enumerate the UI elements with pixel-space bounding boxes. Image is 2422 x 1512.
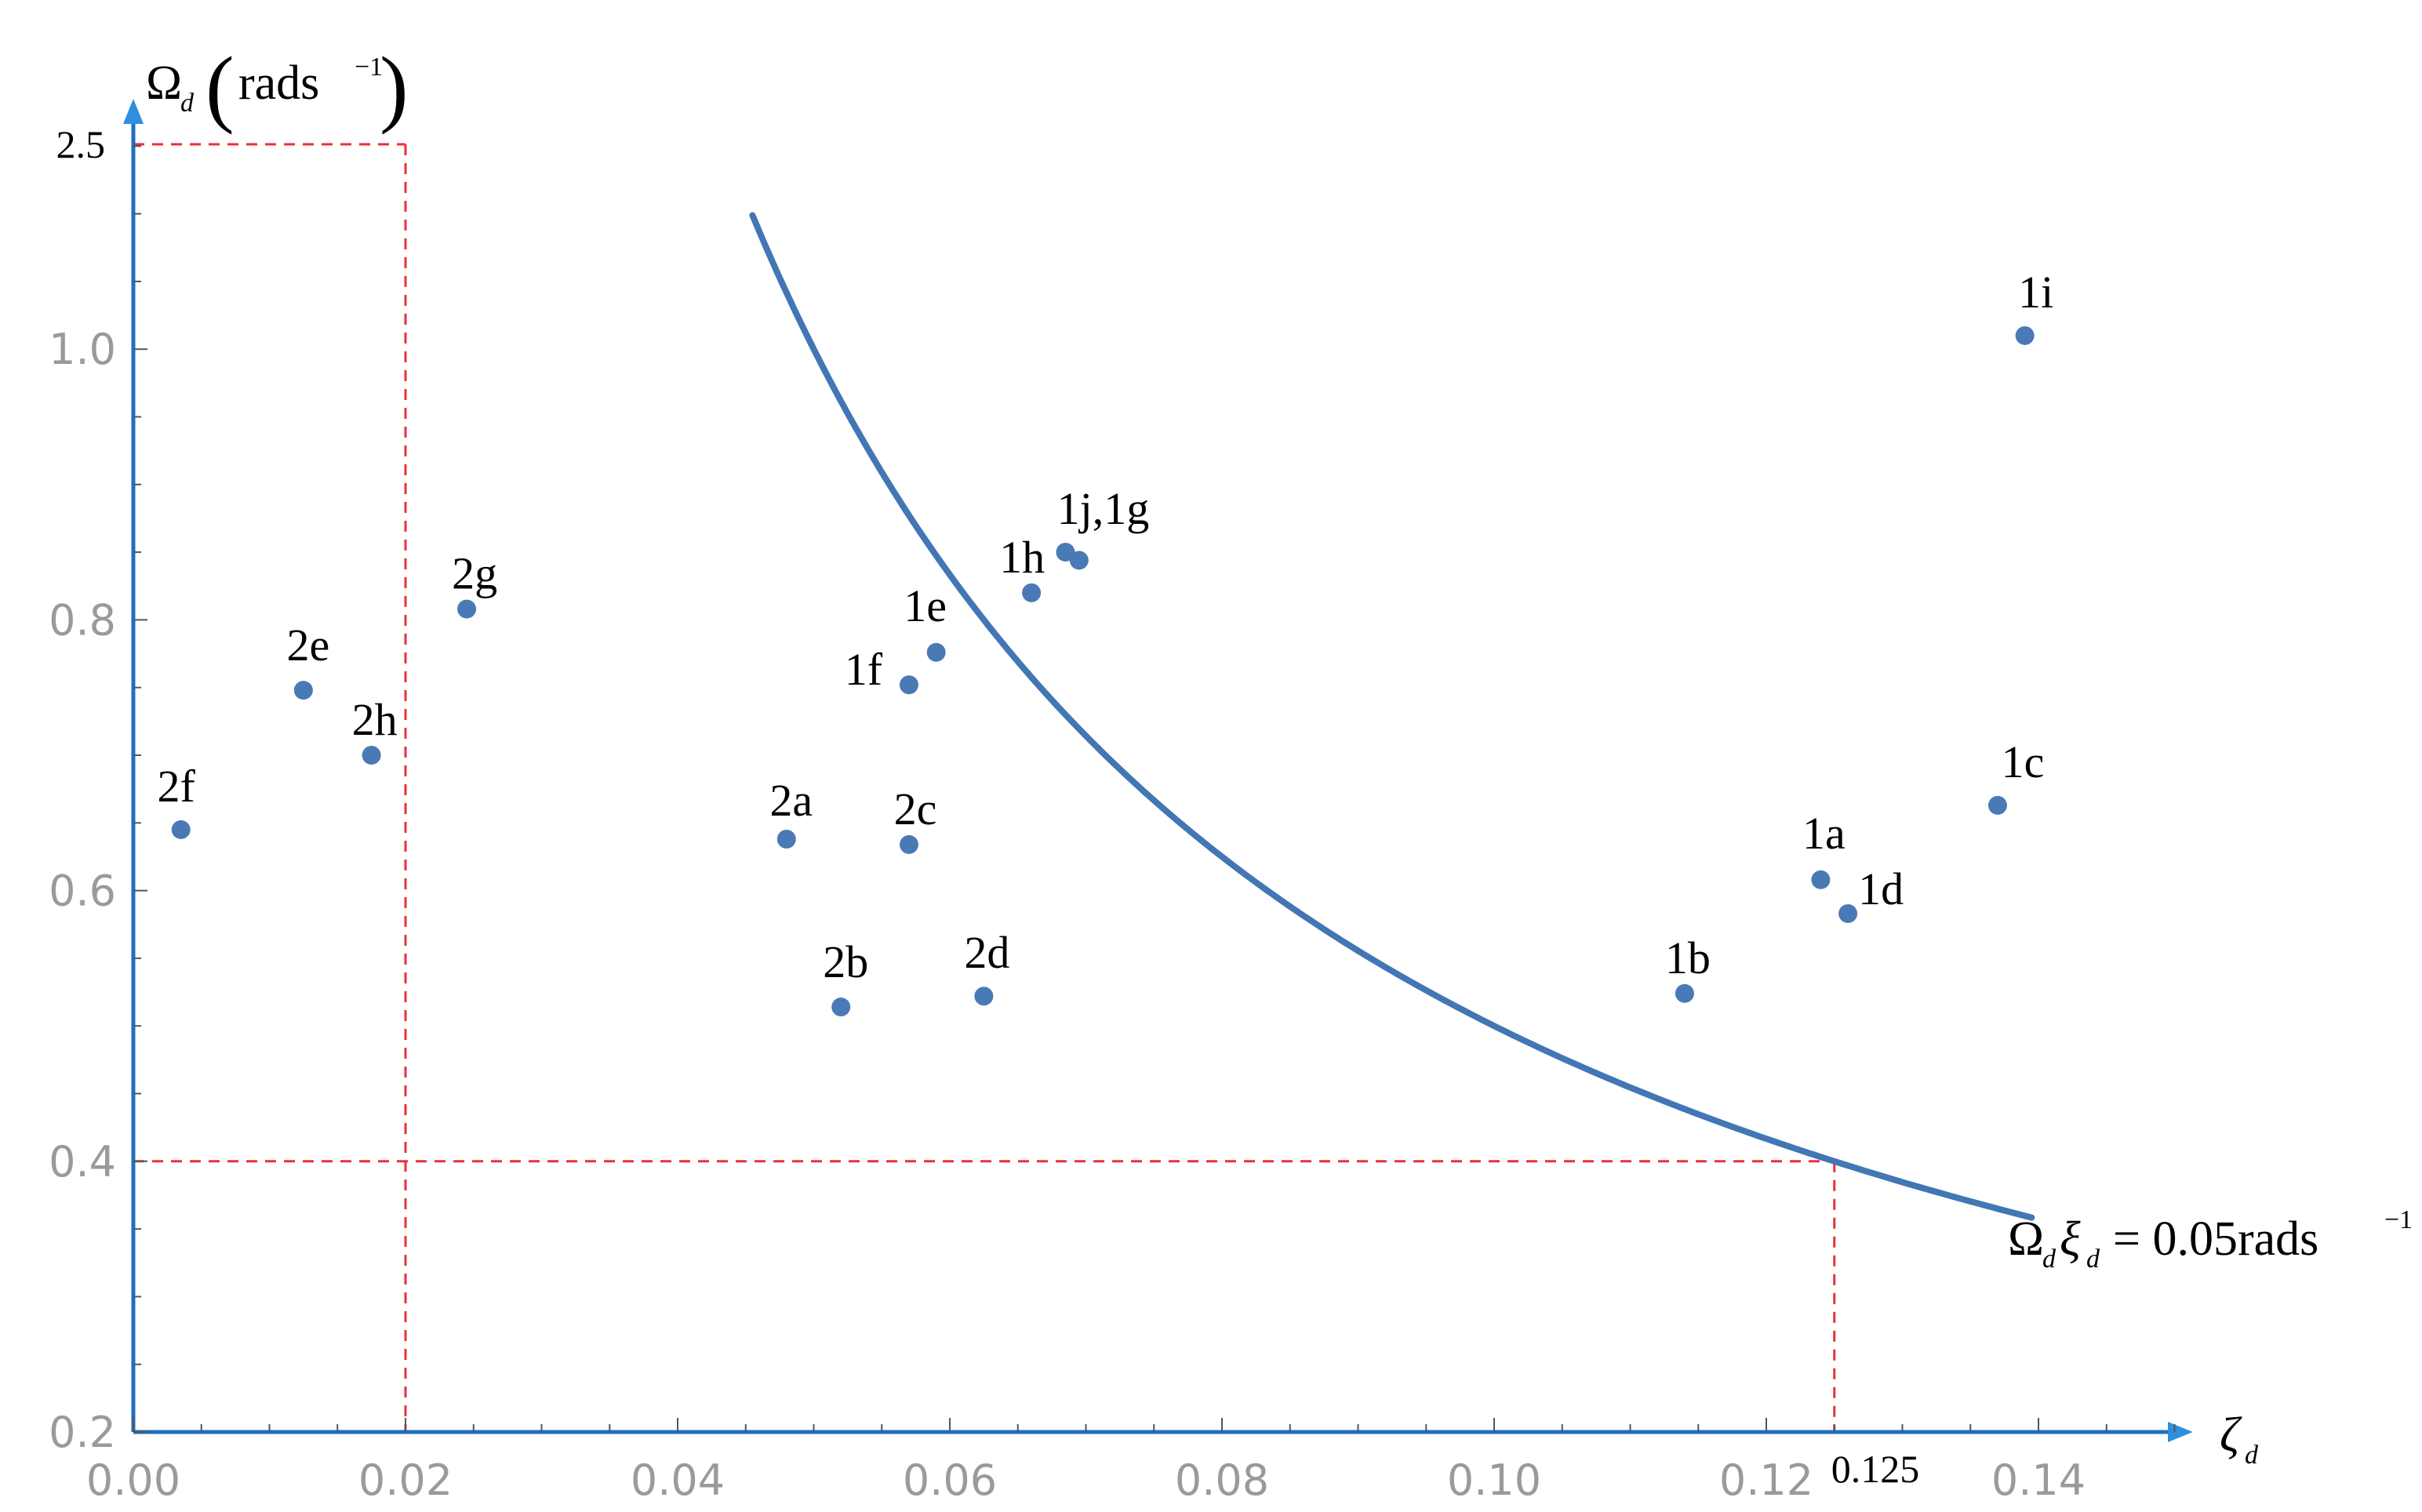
y-tick-label: 0.8: [49, 595, 116, 645]
y-axis-arrow: [123, 99, 144, 124]
data-point: [1675, 983, 1694, 1003]
y-tick-label: 0.2: [49, 1408, 116, 1457]
y-axis-unit-exponent: −1: [355, 53, 383, 82]
equation-xi: ξ: [2060, 1212, 2081, 1266]
point-label: 2a: [769, 775, 813, 826]
point-label: 1b: [1665, 932, 1711, 983]
y-special-tick-label: 2.5: [56, 122, 106, 166]
y-axis-title: Ω d ( rads −1 ): [146, 39, 409, 135]
data-points: [171, 325, 2035, 1017]
y-tick-label: 0.6: [49, 867, 116, 916]
y-axis-open-paren: (: [205, 39, 235, 135]
curve-equation: Ω d ξ d = 0.05rads −1: [2008, 1205, 2413, 1274]
hyperbola-curve: [749, 212, 2035, 1221]
x-axis-title: ζ d: [2220, 1408, 2259, 1470]
data-point: [1069, 551, 1089, 570]
y-tick-label: 0.4: [49, 1137, 116, 1187]
data-point: [2015, 325, 2035, 345]
y-axis-close-paren: ): [380, 39, 409, 135]
y-axis-symbol: Ω: [146, 56, 182, 110]
data-point: [1811, 870, 1831, 889]
x-tick-label: 0.04: [631, 1456, 725, 1505]
x-tick-label: 0.08: [1175, 1456, 1269, 1505]
point-label: 2h: [352, 694, 398, 745]
x-tick-label: 0.14: [1991, 1456, 2086, 1505]
x-tick-label: 0.02: [358, 1456, 453, 1505]
x-special-tick-label: 0.125: [1831, 1447, 1920, 1491]
data-point: [171, 820, 191, 839]
data-point: [1838, 903, 1858, 923]
point-label: 1i: [2018, 267, 2053, 318]
data-point: [899, 675, 918, 695]
point-label: 2g: [452, 548, 497, 599]
equation-sub1: d: [2042, 1245, 2057, 1274]
data-point: [974, 987, 994, 1006]
x-tick-label: 0.12: [1719, 1456, 1813, 1505]
tick-marks: [133, 145, 2176, 1433]
data-point: [457, 599, 477, 619]
y-axis-subscript: d: [180, 89, 195, 118]
y-tick-label: 1.0: [49, 325, 116, 374]
point-label: 1f: [845, 644, 883, 695]
equation-exponent: −1: [2384, 1205, 2413, 1234]
point-label: 2f: [158, 761, 196, 812]
data-point: [899, 834, 918, 854]
x-axis-subscript: d: [2245, 1441, 2259, 1470]
point-label: 1j,1g: [1057, 483, 1150, 534]
point-label: 2c: [894, 783, 937, 834]
x-tick-label: 0.06: [903, 1456, 997, 1505]
tick-labels: 0.00 0.02 0.04 0.06 0.08 0.10 0.12 0.14 0.2 0.4 0.…: [49, 122, 2086, 1505]
data-point: [926, 642, 946, 662]
curve-group: [749, 212, 2035, 1221]
data-point: [831, 998, 851, 1017]
data-point: [1987, 795, 2007, 815]
x-tick-label: 0.00: [86, 1456, 180, 1505]
x-axis-symbol: ζ: [2220, 1408, 2242, 1462]
reference-lines: [133, 143, 1836, 1432]
point-label: 2b: [823, 936, 868, 987]
data-point: [1022, 583, 1042, 602]
point-label: 2d: [964, 927, 1009, 978]
point-label: 2e: [287, 620, 330, 671]
point-label: 1d: [1858, 863, 1904, 914]
data-point: [776, 830, 796, 849]
x-tick-label: 0.10: [1447, 1456, 1541, 1505]
data-point: [293, 681, 313, 700]
equation-rhs: = 0.05rads: [2113, 1212, 2318, 1266]
point-label: 1h: [999, 532, 1045, 583]
y-axis-unit: rads: [238, 56, 319, 110]
equation-omega: Ω: [2008, 1212, 2044, 1266]
equation-sub2: d: [2086, 1245, 2100, 1274]
point-label: 1a: [1802, 808, 1846, 859]
x-axis-arrow: [2168, 1422, 2193, 1442]
point-label: 1e: [904, 580, 947, 631]
data-point: [362, 746, 381, 765]
axes: [123, 99, 2193, 1442]
point-label: 1c: [2002, 736, 2045, 787]
data-point: [1056, 543, 1075, 562]
